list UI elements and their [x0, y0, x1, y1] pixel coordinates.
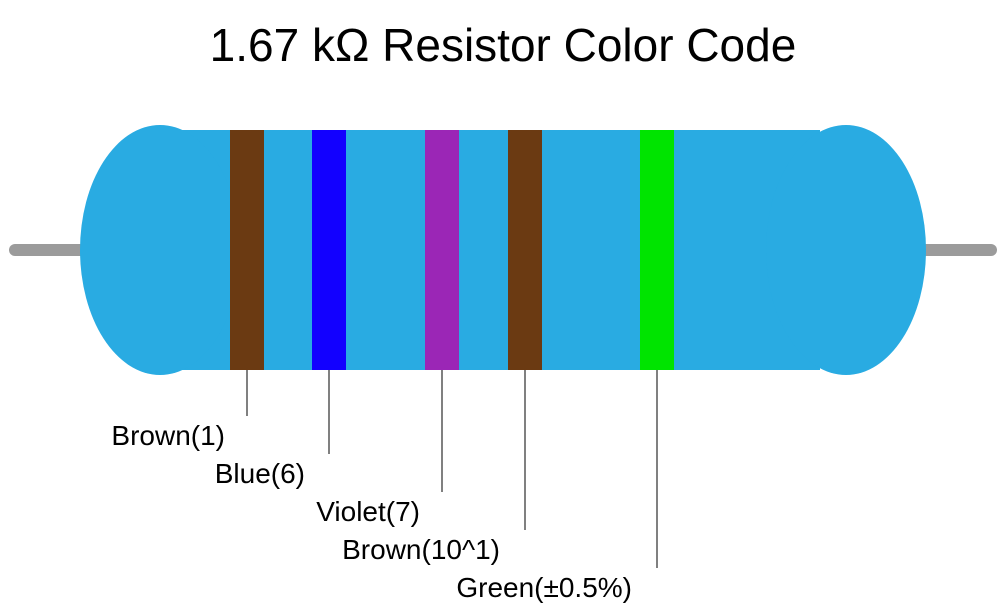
color-band-4 [640, 130, 674, 370]
color-band-2 [425, 130, 459, 370]
band-label-0: Brown(1) [111, 420, 225, 452]
color-band-3 [508, 130, 542, 370]
band-label-2: Violet(7) [316, 496, 420, 528]
band-label-4: Green(±0.5%) [456, 572, 632, 604]
color-band-0 [230, 130, 264, 370]
color-band-1 [312, 130, 346, 370]
resistor-diagram [0, 0, 1006, 607]
band-label-1: Blue(6) [215, 458, 305, 490]
band-label-3: Brown(10^1) [342, 534, 500, 566]
